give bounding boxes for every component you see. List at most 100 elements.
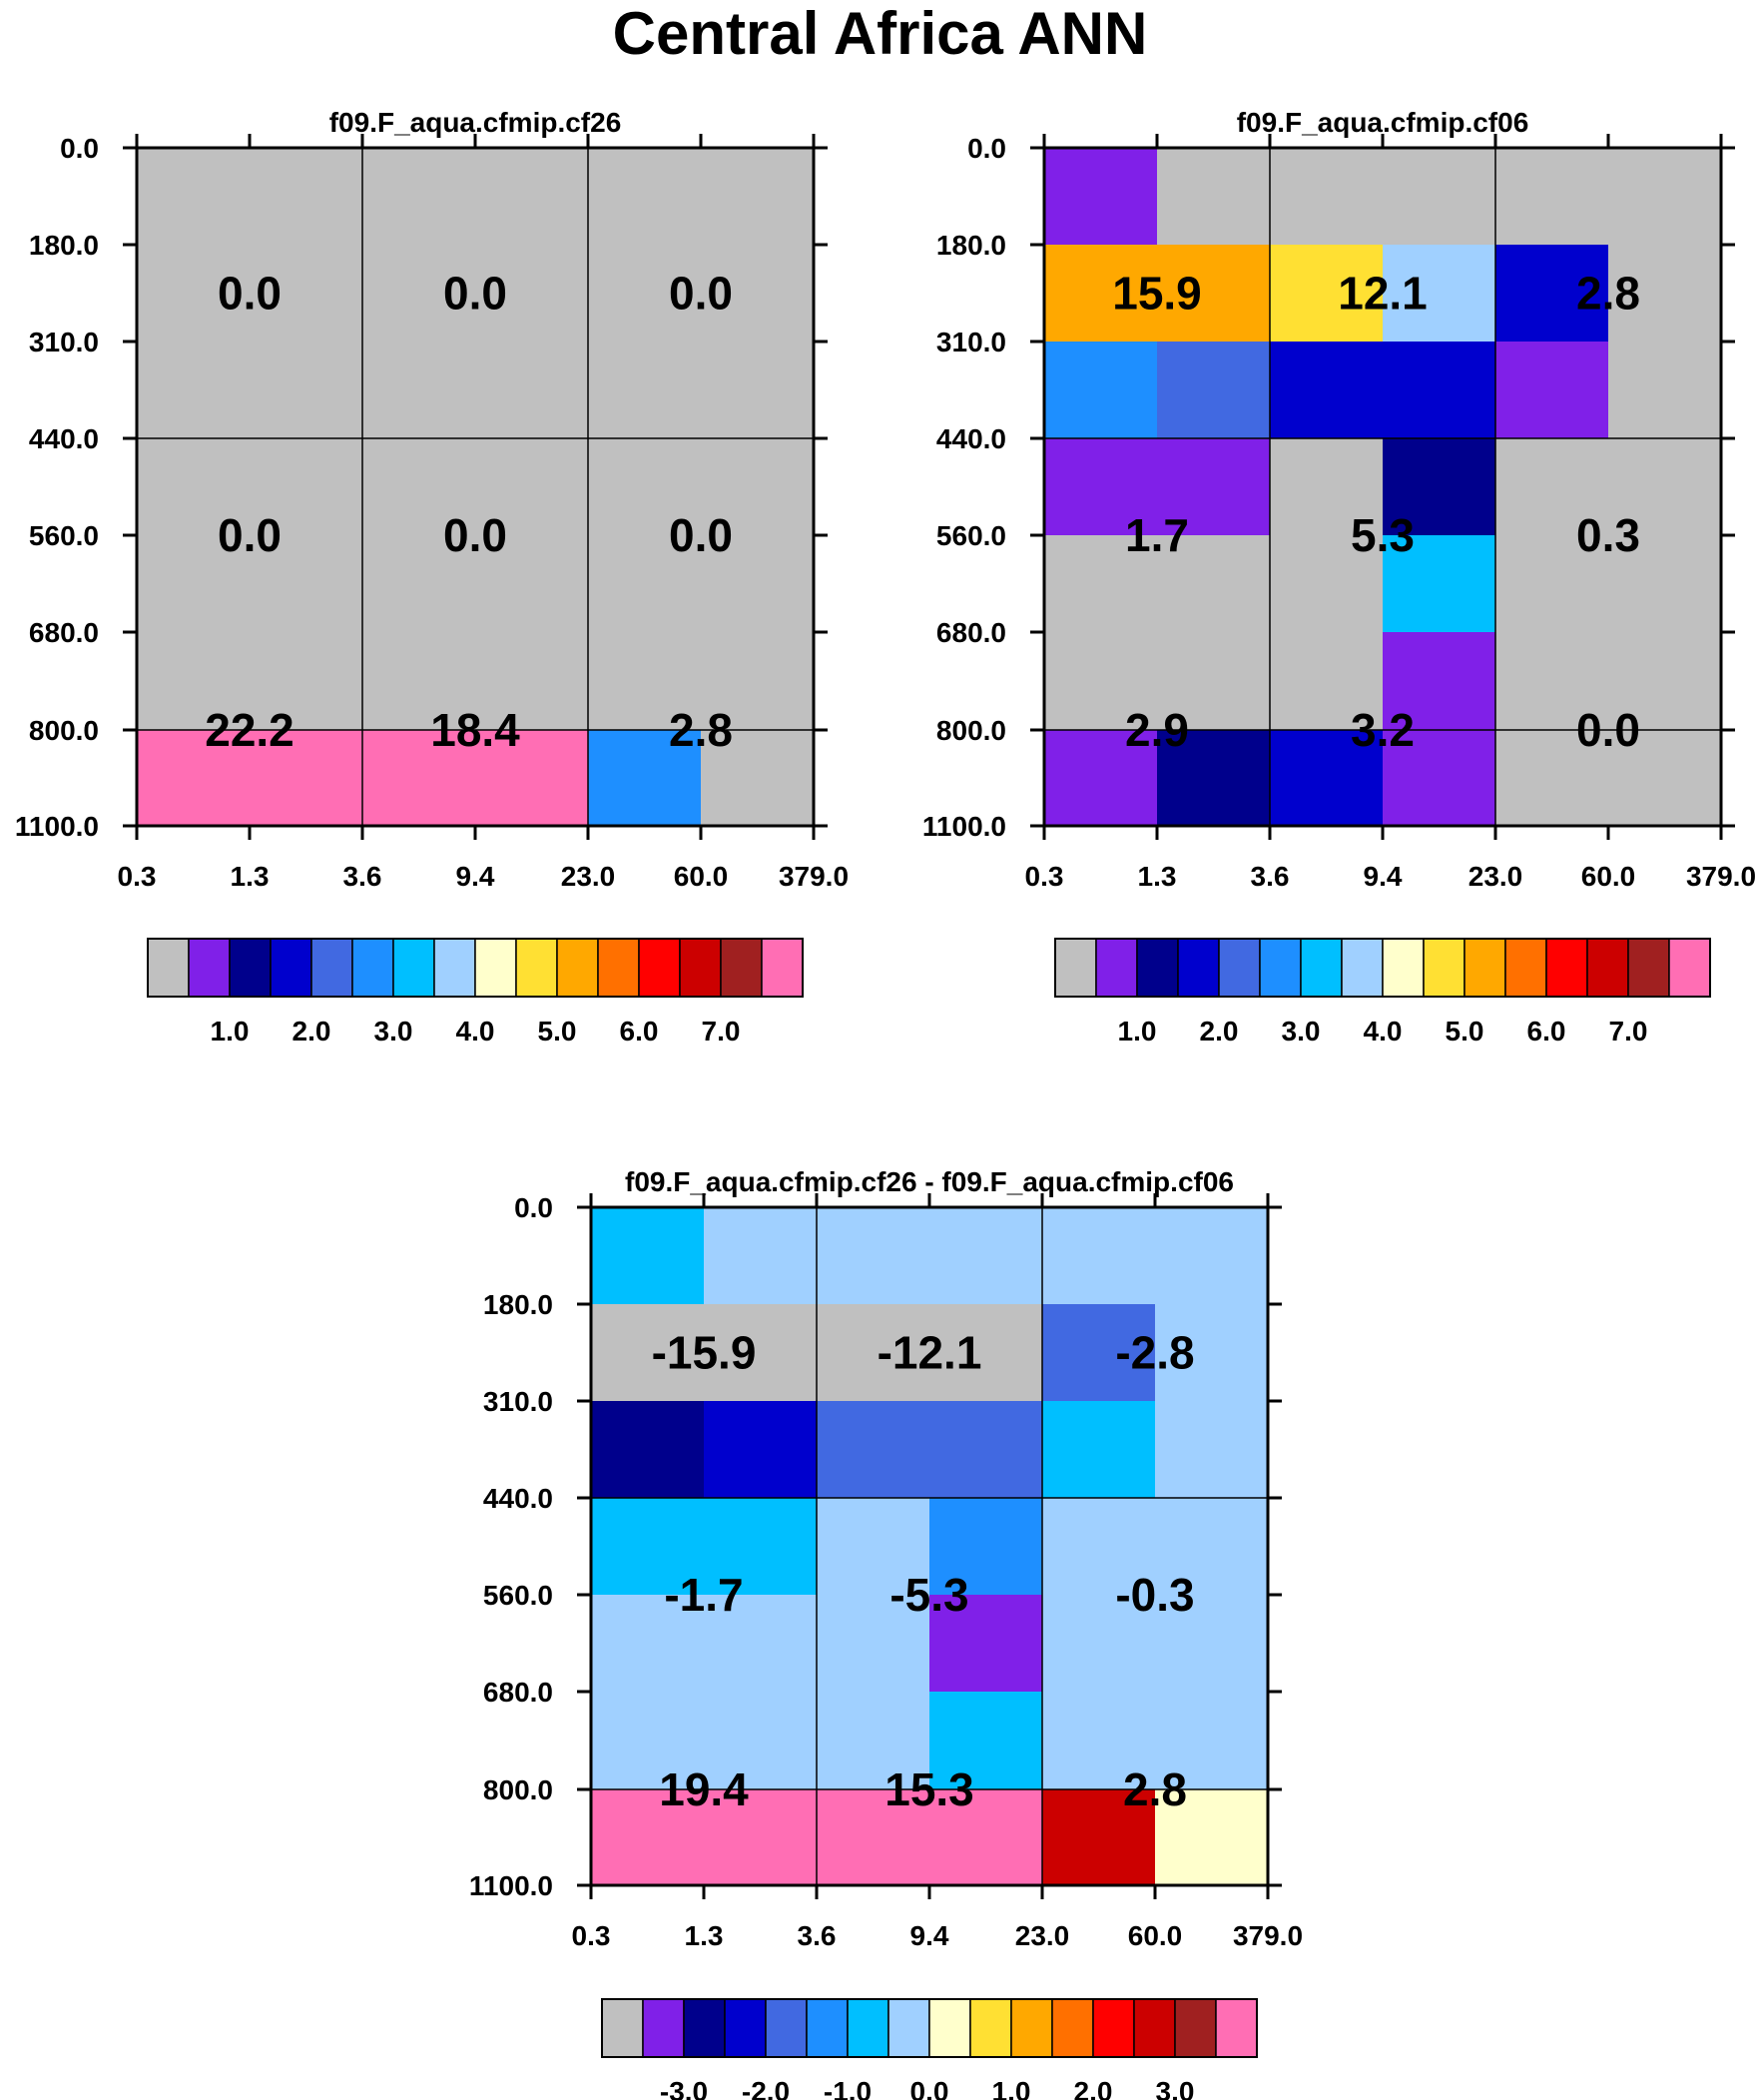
box-mean-label: 0.0 xyxy=(218,268,282,320)
x-tick-label: 60.0 xyxy=(1128,1920,1183,1951)
heatmap-cell xyxy=(1044,632,1158,731)
heatmap-cell xyxy=(591,1595,705,1693)
heatmap-cell xyxy=(1270,245,1384,343)
heatmap-cell xyxy=(1383,438,1496,536)
x-tick-label: 60.0 xyxy=(674,861,729,892)
colorbar-label: 4.0 xyxy=(1364,1016,1403,1047)
y-tick-label: 800.0 xyxy=(483,1774,553,1805)
heatmap-cell xyxy=(591,1692,705,1790)
y-tick-label: 0.0 xyxy=(967,133,1006,164)
box-mean-label: -15.9 xyxy=(652,1327,757,1379)
colorbar-swatch xyxy=(515,938,558,998)
heatmap-cell xyxy=(1495,438,1609,536)
heatmap-cell xyxy=(250,148,363,246)
heatmap-cell xyxy=(250,535,363,633)
colorbar-label: -3.0 xyxy=(660,2076,708,2100)
colorbar-swatch xyxy=(928,1998,971,2058)
heatmap-cell xyxy=(1270,730,1384,827)
heatmap-cell xyxy=(817,1401,930,1499)
y-tick-label: 1100.0 xyxy=(922,811,1006,842)
colorbar-swatch xyxy=(601,1998,644,2058)
colorbar-swatch xyxy=(310,938,353,998)
heatmap-cell xyxy=(1495,632,1609,731)
colorbar-label: 3.0 xyxy=(1156,2076,1195,2100)
panel-title: f09.F_aqua.cfmip.cf26 - f09.F_aqua.cfmip… xyxy=(625,1166,1234,1197)
heatmap-cell xyxy=(1608,342,1722,439)
heatmap-cell xyxy=(701,535,815,633)
heatmap-cell xyxy=(1042,1401,1156,1499)
heatmap-cell xyxy=(1157,730,1271,827)
panel-title: f09.F_aqua.cfmip.cf26 xyxy=(329,107,622,138)
heatmap-cell xyxy=(1495,730,1609,827)
heatmap-cell xyxy=(362,148,476,246)
colorbar-swatch xyxy=(1341,938,1384,998)
colorbar-label: 1.0 xyxy=(1118,1016,1157,1047)
heatmap-cell xyxy=(701,632,815,731)
heatmap-cell xyxy=(1042,1304,1156,1402)
colorbar-swatch xyxy=(1010,1998,1053,2058)
heatmap-cell xyxy=(929,1595,1043,1693)
heatmap-cell xyxy=(475,438,589,536)
heatmap-cell xyxy=(817,1304,930,1402)
heatmap-cell xyxy=(588,342,702,439)
x-tick-label: 3.6 xyxy=(1251,861,1290,892)
heatmap-cell xyxy=(475,148,589,246)
heatmap-cell xyxy=(817,1595,930,1693)
colorbar-label: 5.0 xyxy=(1446,1016,1484,1047)
y-tick-label: 1100.0 xyxy=(469,1870,553,1901)
colorbar-swatch xyxy=(1133,1998,1176,2058)
heatmap-cell xyxy=(250,730,363,827)
heatmap-cell xyxy=(1495,148,1609,246)
colorbar-swatch xyxy=(597,938,640,998)
x-tick-label: 379.0 xyxy=(779,861,849,892)
heatmap-cell xyxy=(701,730,815,827)
heatmap-cell xyxy=(1157,632,1271,731)
y-tick-label: 310.0 xyxy=(483,1386,553,1417)
plot-panel-2: f09.F_aqua.cfmip.cf06 0.3 1.3 3.6 9.4 23.0 60.… xyxy=(922,107,1756,1047)
heatmap-cell xyxy=(1042,1498,1156,1596)
x-tick-label: 3.6 xyxy=(798,1920,837,1951)
heatmap-cell xyxy=(1044,342,1158,439)
colorbar-label: 2.0 xyxy=(293,1016,331,1047)
heatmap-cell xyxy=(362,730,476,827)
heatmap-cell xyxy=(1155,1304,1269,1402)
colorbar-swatch xyxy=(147,938,190,998)
y-tick-label: 800.0 xyxy=(29,715,99,746)
heatmap-cell xyxy=(701,245,815,343)
box-mean-label: -5.3 xyxy=(889,1569,968,1621)
heatmap-cell xyxy=(362,245,476,343)
colorbar-swatch xyxy=(433,938,476,998)
colorbar-label: 1.0 xyxy=(211,1016,250,1047)
heatmap-cell xyxy=(1383,342,1496,439)
y-tick-label: 680.0 xyxy=(936,617,1006,648)
figure-title: Central Africa ANN xyxy=(612,0,1148,67)
heatmap-cell xyxy=(588,438,702,536)
box-mean-label: 0.0 xyxy=(443,509,507,561)
colorbar-label: 3.0 xyxy=(1282,1016,1321,1047)
heatmap-cell xyxy=(929,1207,1043,1305)
colorbar-label: 4.0 xyxy=(456,1016,495,1047)
heatmap-cell xyxy=(137,730,251,827)
heatmap-cell xyxy=(250,342,363,439)
box-mean-label: 3.2 xyxy=(1351,704,1415,756)
colorbar: 1.0 2.0 3.0 4.0 5.0 6.0 7.0 xyxy=(147,938,804,1047)
x-tick-label: 0.3 xyxy=(118,861,157,892)
y-tick-label: 1100.0 xyxy=(15,811,99,842)
x-tick-label: 0.3 xyxy=(1025,861,1064,892)
colorbar-swatch xyxy=(765,1998,808,2058)
box-mean-label: -0.3 xyxy=(1115,1569,1194,1621)
colorbar-swatch xyxy=(1259,938,1302,998)
box-mean-label: 0.0 xyxy=(1576,704,1640,756)
y-tick-label: 800.0 xyxy=(936,715,1006,746)
colorbar: 1.0 2.0 3.0 4.0 5.0 6.0 7.0 xyxy=(1054,938,1711,1047)
colorbar-label: 1.0 xyxy=(992,2076,1031,2100)
box-mean-label: 5.3 xyxy=(1351,509,1415,561)
heatmap-cell xyxy=(1270,148,1384,246)
heatmap-cell xyxy=(137,342,251,439)
x-tick-label: 0.3 xyxy=(572,1920,611,1951)
colorbar-label: -1.0 xyxy=(824,2076,872,2100)
box-mean-label: 1.7 xyxy=(1125,509,1189,561)
colorbar-frame xyxy=(1054,938,1711,998)
box-mean-label: 2.8 xyxy=(1123,1763,1187,1815)
heatmap-cell xyxy=(704,1304,818,1402)
